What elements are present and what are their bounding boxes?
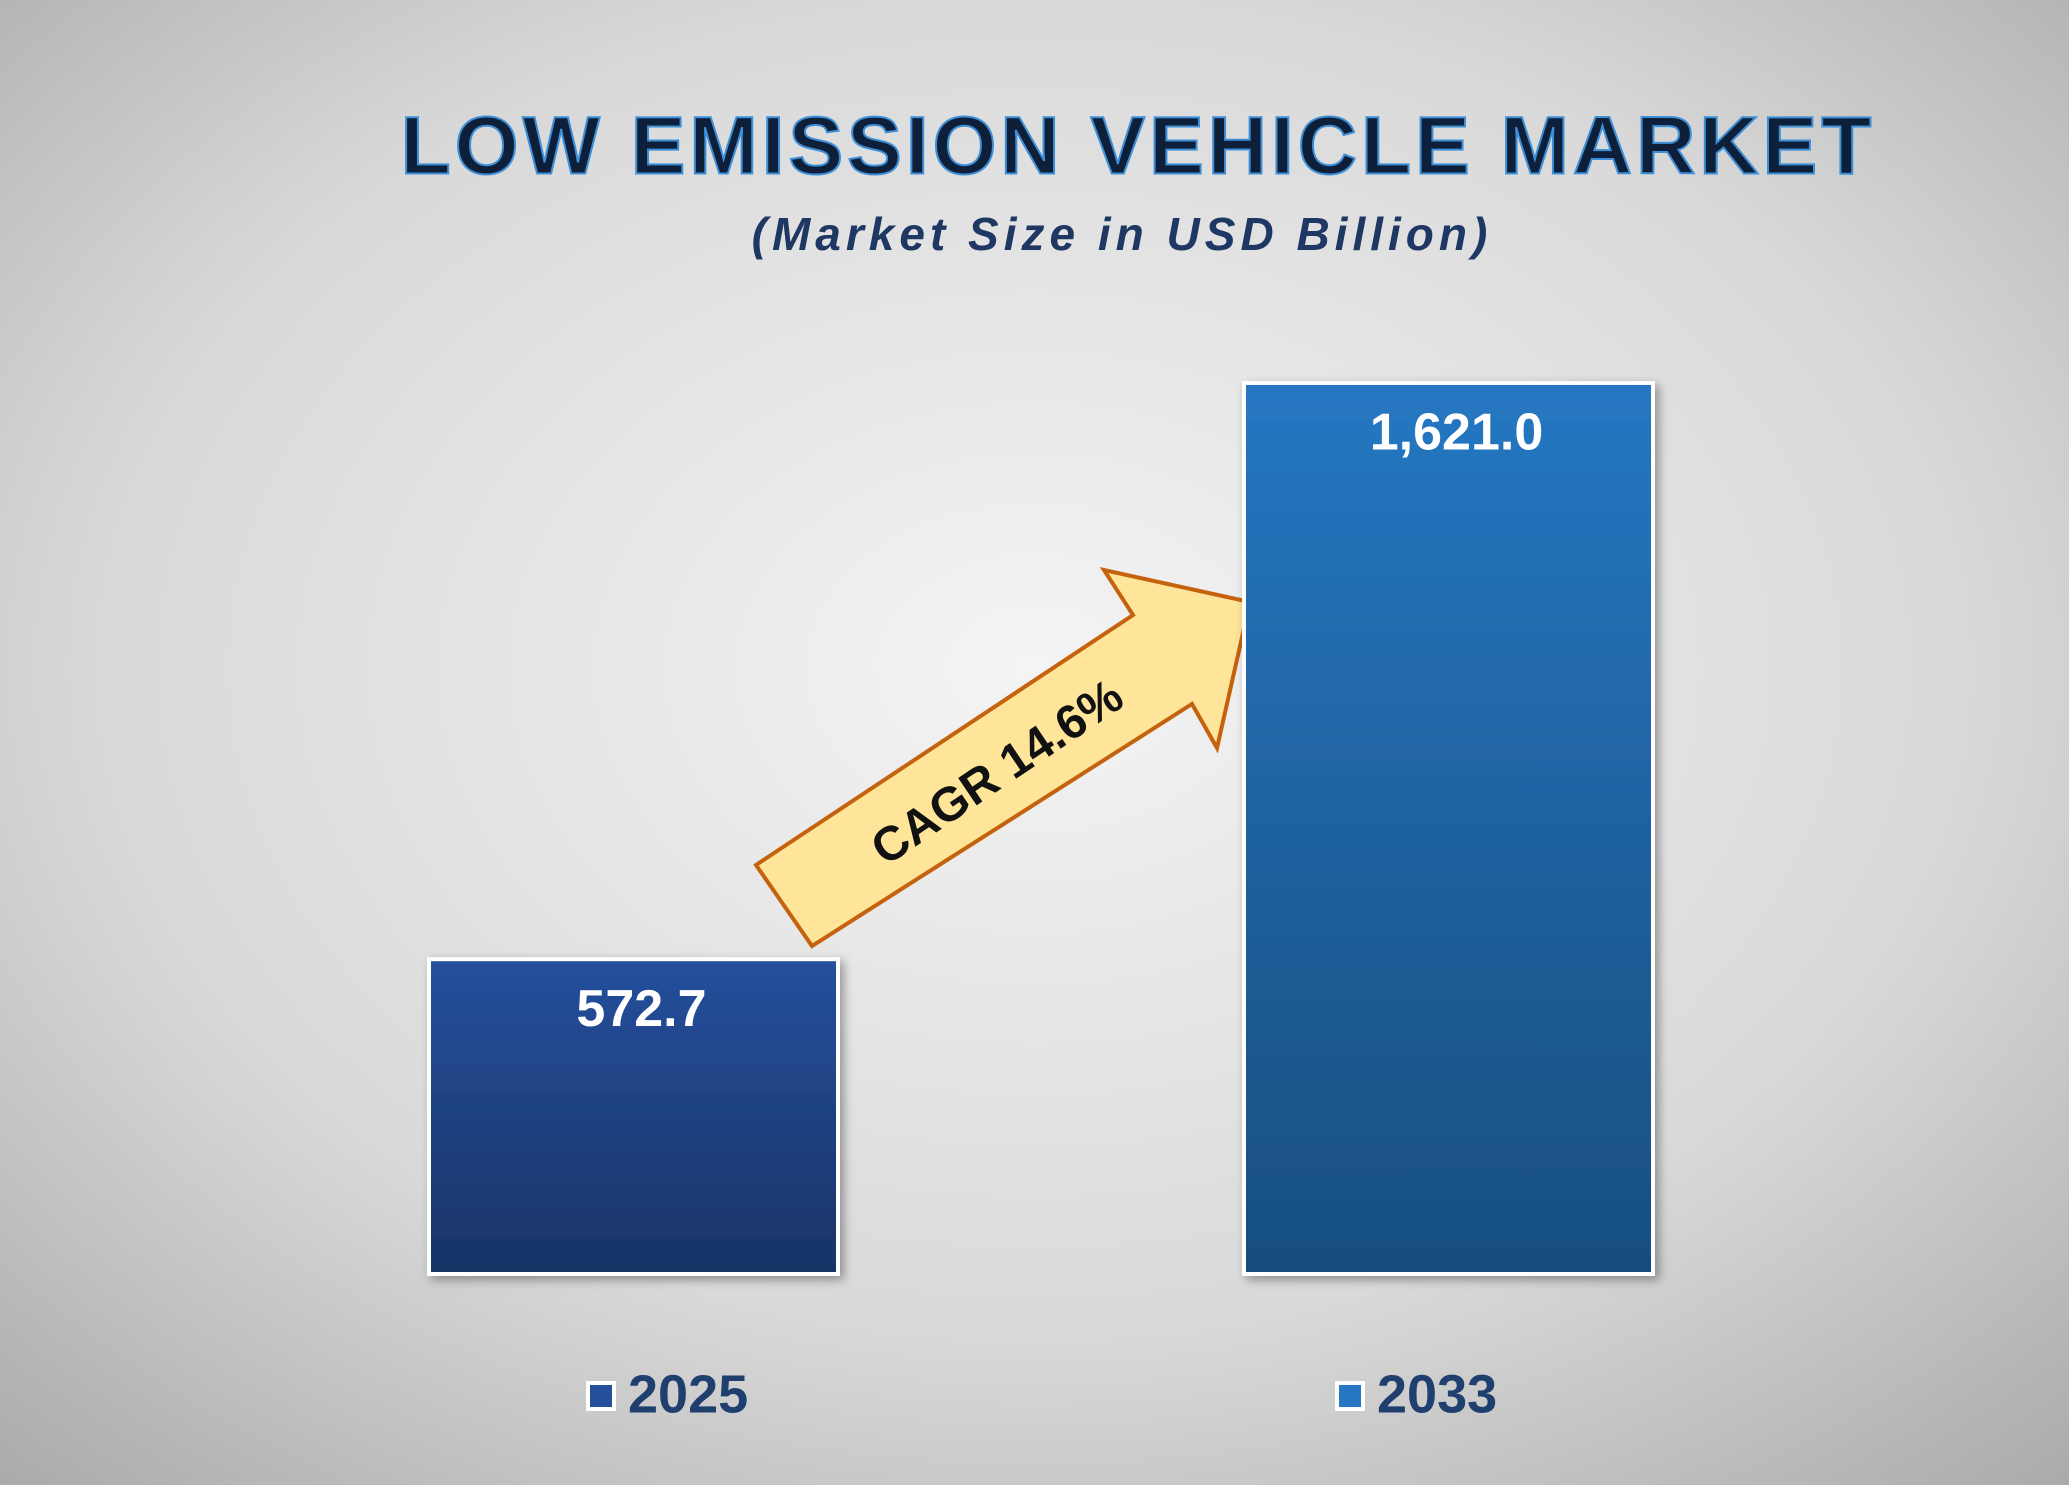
- value-label: 572.7: [576, 980, 706, 1038]
- bar-group: [1242, 381, 1655, 1276]
- legend-swatch: [586, 1381, 616, 1411]
- cagr-arrow: [753, 567, 1253, 949]
- bar-shade: [1246, 385, 1651, 1272]
- bar-group: [427, 957, 840, 1276]
- chart-subtitle: (Market Size in USD Billion): [752, 208, 1493, 260]
- value-label: 1,621.0: [1370, 404, 1544, 462]
- legend-label: 2025: [628, 1364, 748, 1424]
- legend-label: 2033: [1377, 1364, 1497, 1424]
- chart-title: LOW EMISSION VEHICLE MARKET: [401, 101, 1876, 192]
- legend-swatch: [1335, 1381, 1365, 1411]
- bar-shade: [431, 961, 836, 1272]
